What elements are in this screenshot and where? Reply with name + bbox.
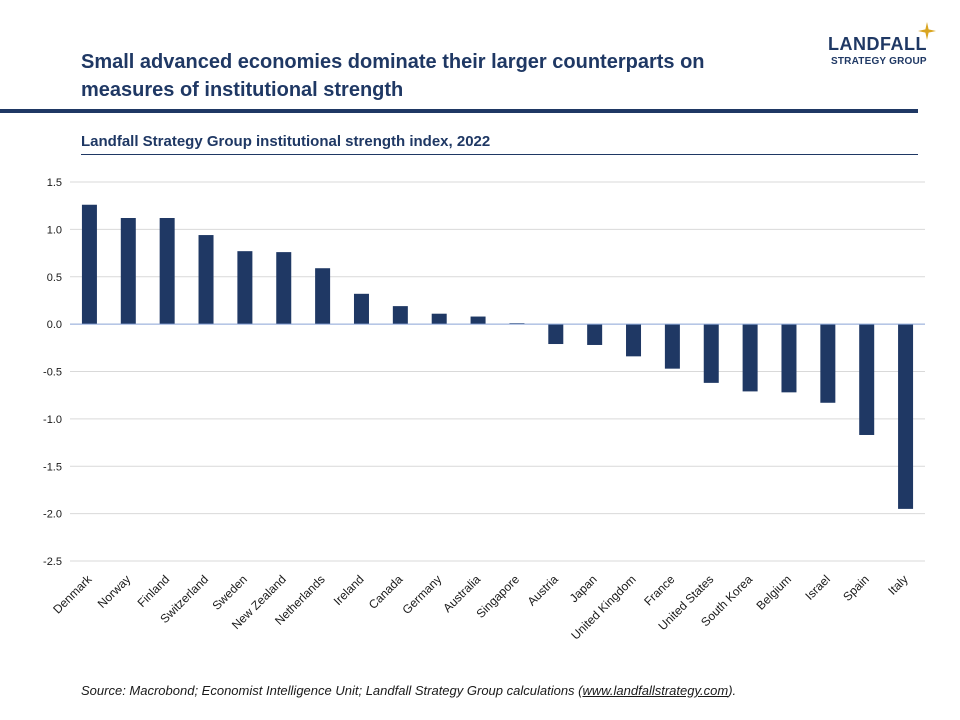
bar-denmark [81,204,97,325]
grid-lines [70,181,925,562]
x-tick-label: Singapore [473,572,522,621]
source-text: Source: Macrobond; Economist Intelligenc… [81,683,583,698]
bar-netherlands [315,268,331,325]
x-tick-label: Austria [525,572,562,609]
x-tick-label: Finland [135,572,173,610]
bar-ireland [353,293,369,325]
y-tick-label: -2.0 [43,509,62,521]
bar-australia [470,316,486,325]
bar-south-korea [742,324,758,392]
bar-belgium [781,324,797,393]
bar-new-zealand [276,252,292,325]
y-tick-label: -0.5 [43,367,62,379]
bar-chart: 1.5 1.0 0.5 0.0 -0.5 -1.0 -1.5 -2.0 -2.5 Denmark… [43,177,925,643]
bar-united-states [703,324,719,383]
bar-norway [120,218,136,325]
brand-logo: LANDFALL STRATEGY GROUP [822,22,940,74]
brand-name: LANDFALL [828,34,927,54]
x-tick-label: Italy [885,572,910,597]
bar-italy [898,324,914,509]
source-link[interactable]: www.landfallstrategy.com [582,683,729,698]
brand-subtitle: STRATEGY GROUP [831,56,927,67]
y-tick-label: -2.5 [43,556,62,568]
x-tick-label: Israel [802,572,833,603]
y-axis-tick-labels: 1.5 1.0 0.5 0.0 -0.5 -1.0 -1.5 -2.0 -2.5 [43,177,62,568]
y-tick-label: 1.0 [47,224,62,236]
y-tick-label: -1.5 [43,461,62,473]
star-icon [918,22,936,40]
bar-spain [859,324,875,435]
bar-finland [159,218,175,325]
y-tick-label: 1.5 [47,177,62,189]
bar-switzerland [198,235,214,325]
source-suffix: ). [728,683,737,698]
y-tick-label: -1.0 [43,414,62,426]
x-tick-label: Norway [95,572,134,611]
x-tick-label: Ireland [331,572,367,608]
chart-title-divider [81,154,918,155]
x-tick-label: Germany [400,572,445,617]
y-tick-label: 0.0 [47,319,62,331]
bar-france [664,324,680,369]
bar-austria [548,324,564,345]
bars [81,204,914,509]
bar-israel [820,324,836,403]
bar-japan [587,324,603,345]
chart-title: Landfall Strategy Group institutional st… [81,133,491,150]
x-axis-tick-labels: Denmark Norway FinlandSwitzerlandSwedenNew… [50,572,910,643]
page-title: Small advanced economies dominate their … [81,51,705,101]
x-tick-label: Denmark [50,572,95,617]
bar-germany [431,313,447,325]
x-tick-label: France [641,572,678,609]
bar-sweden [237,251,253,325]
y-tick-label: 0.5 [47,272,62,284]
header-divider [0,109,918,113]
source-note: Source: Macrobond; Economist Intelligenc… [81,683,736,698]
x-tick-label: Spain [840,572,872,604]
x-tick-label: Belgium [754,572,795,613]
bar-united-kingdom [626,324,642,357]
x-tick-label: Japan [567,572,600,605]
bar-canada [392,306,408,325]
